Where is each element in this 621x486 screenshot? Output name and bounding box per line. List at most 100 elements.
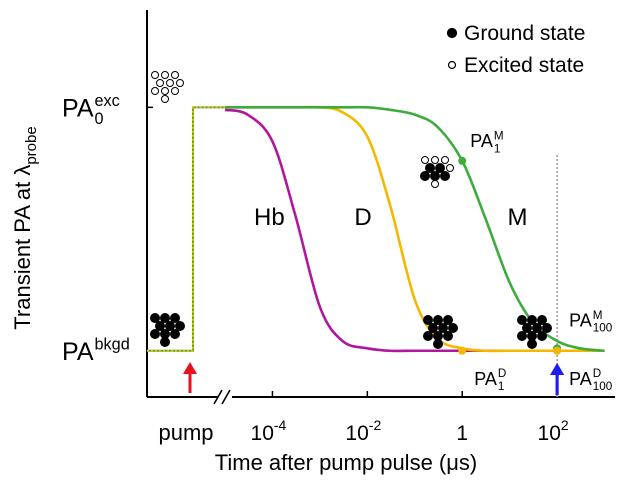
molecule: [150, 313, 160, 323]
molecule: [428, 323, 438, 333]
x-tick-label: 1: [456, 422, 468, 445]
marker-label-sup: M: [593, 309, 603, 322]
marker-label-sup: D: [498, 367, 506, 380]
molecule: [423, 315, 433, 325]
y-tick-label-sub: 0: [95, 110, 104, 128]
series-label: Hb: [254, 204, 285, 231]
marker-dot: [458, 346, 467, 355]
molecule: [420, 171, 430, 181]
molecule: [175, 321, 185, 331]
x-tick-label-base: 10: [538, 422, 561, 445]
molecule: [155, 321, 165, 331]
x-tick-label: 102: [538, 417, 569, 445]
molecule: [425, 163, 435, 173]
molecule: [151, 87, 159, 95]
molecule: [176, 79, 184, 87]
y-tick-label-sup: exc: [95, 92, 120, 110]
molecule: [517, 315, 527, 325]
x-tick-label-sup: -4: [274, 417, 287, 433]
molecule: [171, 87, 179, 95]
legend-label: Excited state: [464, 54, 584, 77]
marker-label-sup: D: [593, 367, 601, 380]
molecule: [527, 315, 537, 325]
molecule: [532, 323, 542, 333]
y-tick-label-sup: bkgd: [95, 335, 130, 353]
molecule: [170, 313, 180, 323]
y-tick-label-main: PA: [62, 94, 94, 122]
molecule: [431, 156, 439, 164]
molecule: [522, 323, 532, 333]
molecule: [527, 339, 537, 349]
molecule: [443, 315, 453, 325]
molecule: [542, 323, 552, 333]
marker-label-main: PA: [569, 310, 592, 330]
molecule: [433, 315, 443, 325]
molecule: [151, 71, 159, 79]
marker-label-sub: 100: [593, 380, 613, 393]
marker-dot: [553, 346, 562, 355]
probe-arrow-head: [550, 363, 565, 375]
x-tick-label-base: 10: [251, 422, 274, 445]
molecule: [161, 95, 169, 103]
pump-step: [147, 106, 225, 352]
axis-break: [213, 389, 231, 405]
molecule: [537, 315, 547, 325]
molecule: [161, 87, 169, 95]
marker-label-main: PA: [474, 369, 497, 389]
molecule: [433, 339, 443, 349]
x-tick-label: 10-2: [345, 417, 381, 445]
molecule: [446, 164, 454, 172]
marker-label-sup: M: [494, 129, 504, 142]
molecule: [423, 331, 433, 341]
molecule: [435, 163, 445, 173]
y-tick-label-main: PA: [62, 338, 94, 366]
y-axis-label-main: Transient PA at λ: [10, 165, 35, 330]
marker-label-sub: 1: [494, 142, 501, 155]
pump-step-dots: [147, 106, 225, 352]
molecule: [421, 156, 429, 164]
x-tick-label-base: 10: [345, 422, 368, 445]
x-tick-label-sup: -2: [369, 417, 382, 433]
pump-arrow-head: [183, 362, 197, 374]
molecule: [430, 171, 440, 181]
legend-symbol: [447, 60, 457, 70]
molecule: [441, 156, 449, 164]
molecule: [156, 79, 164, 87]
marker-label-main: PA: [569, 369, 592, 389]
marker-label: PA M1: [470, 129, 503, 155]
molecule: [170, 329, 180, 339]
legend-symbol: [446, 27, 458, 39]
marker-label-sub: 1: [498, 380, 505, 393]
y-tick-label: PA bkgd: [62, 335, 130, 366]
marker-label-sub: 100: [593, 322, 613, 335]
molecule: [443, 331, 453, 341]
pump-label: pump: [158, 420, 213, 445]
series-label: M: [507, 204, 527, 231]
molecule: [440, 171, 450, 181]
y-axis-label: Transient PA at λprobe: [10, 126, 40, 329]
molecule: [161, 71, 169, 79]
molecule: [438, 323, 448, 333]
molecule: [517, 331, 527, 341]
molecule: [166, 79, 174, 87]
x-tick-label-sup: 2: [561, 417, 569, 433]
x-axis-label: Time after pump pulse (μs): [215, 450, 478, 475]
y-axis-label-sub: probe: [23, 126, 40, 164]
marker-dot: [458, 156, 467, 165]
molecule: [537, 331, 547, 341]
series-label: D: [354, 204, 371, 231]
molecule: [431, 180, 439, 188]
marker-label: PA D1: [474, 367, 506, 393]
x-tick-label: 10-4: [251, 417, 287, 445]
molecule: [448, 323, 458, 333]
molecule: [160, 313, 170, 323]
molecule: [150, 329, 160, 339]
marker-label-main: PA: [470, 131, 493, 151]
legend-label: Ground state: [464, 22, 585, 45]
molecule: [160, 337, 170, 347]
molecule: [165, 321, 175, 331]
